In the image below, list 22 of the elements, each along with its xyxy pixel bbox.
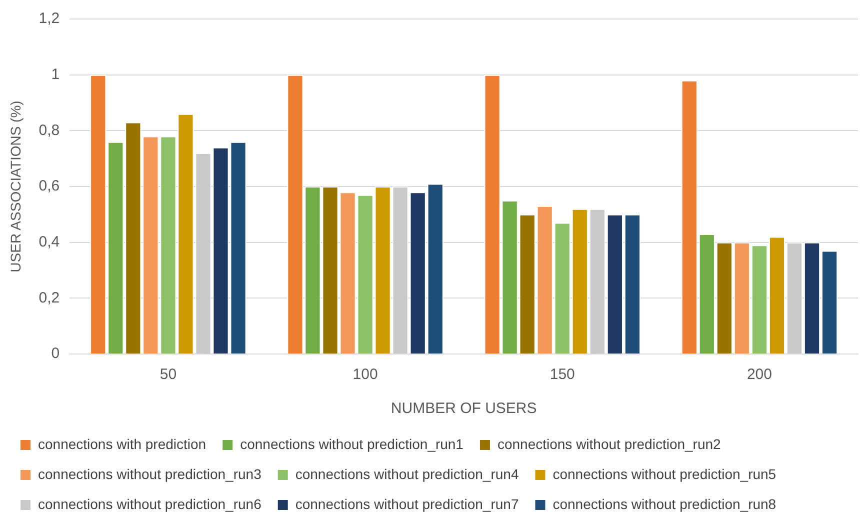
x-axis-title: NUMBER OF USERS (390, 400, 537, 418)
x-tick-label: 150 (550, 366, 575, 384)
y-tick-label: 1 (51, 66, 60, 83)
y-axis-title: USER ASSOCIATIONS (%) (7, 100, 24, 272)
legend-label: connections without prediction_run7 (295, 496, 519, 512)
legend-label: connections without prediction_run5 (552, 466, 776, 482)
y-tick-label: 0,4 (38, 233, 60, 250)
legend-label: connections without prediction_run3 (38, 466, 262, 482)
y-tick-label: 0 (51, 345, 60, 362)
x-tick-label: 200 (746, 366, 772, 384)
legend-label: connections without prediction_run6 (38, 496, 262, 512)
x-tick-label: 50 (160, 366, 177, 384)
legend-label: connections without prediction_run1 (240, 436, 464, 452)
y-tick-label: 0,8 (38, 122, 60, 139)
legend-label: connections without prediction_run4 (295, 466, 519, 482)
y-tick-label: 0,2 (38, 289, 60, 306)
legend-label: connections without prediction_run8 (552, 496, 776, 512)
x-tick-label: 100 (352, 366, 378, 384)
legend-label: connections without prediction_run2 (497, 436, 722, 452)
y-tick-label: 0,6 (38, 178, 60, 195)
y-tick-label: 1,2 (38, 10, 60, 28)
legend-label: connections with prediction (38, 436, 206, 452)
